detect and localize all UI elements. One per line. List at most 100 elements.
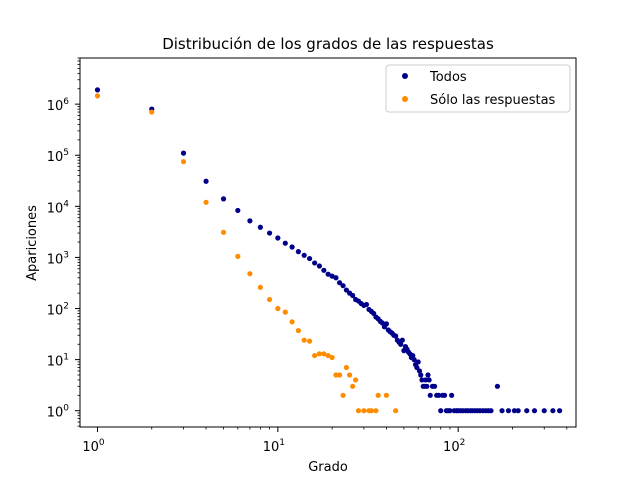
y-tick-label: 105	[47, 148, 69, 165]
data-point	[316, 263, 322, 269]
data-point	[340, 392, 346, 398]
data-point	[149, 109, 155, 115]
data-point	[247, 218, 253, 224]
data-point	[343, 287, 350, 293]
series-0	[94, 87, 563, 414]
y-tick-label: 103	[47, 250, 69, 267]
data-point	[312, 260, 318, 266]
data-point	[550, 408, 556, 414]
data-point	[306, 338, 313, 344]
data-point	[347, 372, 353, 378]
data-point	[350, 383, 356, 389]
data-point	[438, 408, 444, 414]
y-tick-label: 104	[47, 199, 70, 216]
data-point	[295, 327, 301, 334]
legend-label-todos: Todos	[429, 70, 467, 85]
data-point	[361, 408, 367, 414]
data-point	[541, 408, 547, 414]
data-point	[511, 408, 518, 414]
data-point	[432, 383, 438, 389]
data-point	[220, 229, 227, 235]
data-point	[524, 408, 530, 414]
legend-box	[385, 64, 571, 113]
chart-title: Distribución de los grados de las respue…	[162, 35, 494, 53]
data-point	[410, 352, 416, 359]
y-axis-title: Apariciones	[25, 205, 40, 281]
legend-label-solo-respuestas: Sólo las respuestas	[430, 93, 556, 108]
data-point	[343, 364, 350, 371]
data-point	[436, 392, 442, 398]
data-point	[515, 408, 521, 414]
data-point	[398, 341, 404, 347]
data-point	[321, 351, 327, 357]
data-point	[399, 337, 405, 343]
data-point	[257, 284, 263, 290]
data-point	[235, 253, 241, 259]
data-point	[247, 271, 253, 277]
data-point	[340, 283, 346, 289]
data-point	[289, 319, 295, 325]
data-point	[499, 408, 505, 414]
data-point	[418, 372, 424, 378]
data-point	[427, 392, 433, 398]
data-point	[180, 150, 187, 156]
data-point	[363, 301, 370, 308]
data-point	[447, 408, 453, 414]
data-point	[383, 321, 390, 327]
data-point	[94, 93, 101, 99]
data-point	[383, 392, 390, 398]
plot-frame	[79, 57, 577, 428]
data-point	[557, 408, 563, 414]
x-tick-label: 102	[443, 438, 465, 455]
data-point	[373, 408, 379, 414]
data-point	[424, 383, 430, 389]
data-point	[321, 267, 327, 273]
data-point	[329, 354, 335, 361]
legend-marker-solo-respuestas	[402, 96, 408, 102]
data-point	[425, 372, 431, 378]
y-tick-label: 100	[47, 404, 70, 421]
data-point	[282, 309, 288, 315]
data-point	[275, 235, 281, 241]
x-tick-label: 100	[82, 438, 105, 455]
data-point	[312, 352, 318, 359]
data-point	[375, 392, 381, 398]
data-point	[282, 240, 288, 246]
data-point	[336, 280, 343, 286]
data-point	[393, 408, 399, 414]
data-point	[333, 275, 339, 281]
data-point	[203, 178, 209, 184]
data-point	[325, 352, 331, 359]
data-point	[488, 408, 494, 414]
axis-ticks: 100 101 102 100 101 102 103 104 105 106	[47, 57, 568, 455]
data-point	[94, 87, 101, 93]
y-tick-label: 102	[47, 302, 69, 319]
legend-marker-todos	[402, 73, 408, 79]
data-point	[257, 224, 263, 230]
data-point	[416, 368, 423, 374]
data-point	[441, 392, 448, 398]
data-point	[411, 357, 417, 363]
data-point	[505, 408, 512, 414]
legend: Todos Sólo las respuestas	[385, 64, 571, 113]
data-point	[266, 230, 273, 236]
data-point	[235, 207, 241, 214]
data-point	[355, 408, 362, 414]
data-point	[426, 377, 432, 383]
data-point	[316, 351, 322, 357]
data-point	[301, 252, 307, 258]
data-point	[333, 372, 339, 378]
data-point	[325, 271, 331, 277]
x-tick-label: 101	[263, 438, 285, 455]
data-point	[203, 199, 209, 205]
data-point	[350, 292, 356, 299]
data-point	[353, 377, 359, 383]
data-point	[494, 383, 501, 389]
data-point	[415, 359, 421, 365]
series-1	[94, 93, 399, 414]
data-point	[266, 296, 273, 303]
data-point	[306, 255, 313, 262]
data-point	[295, 249, 301, 255]
